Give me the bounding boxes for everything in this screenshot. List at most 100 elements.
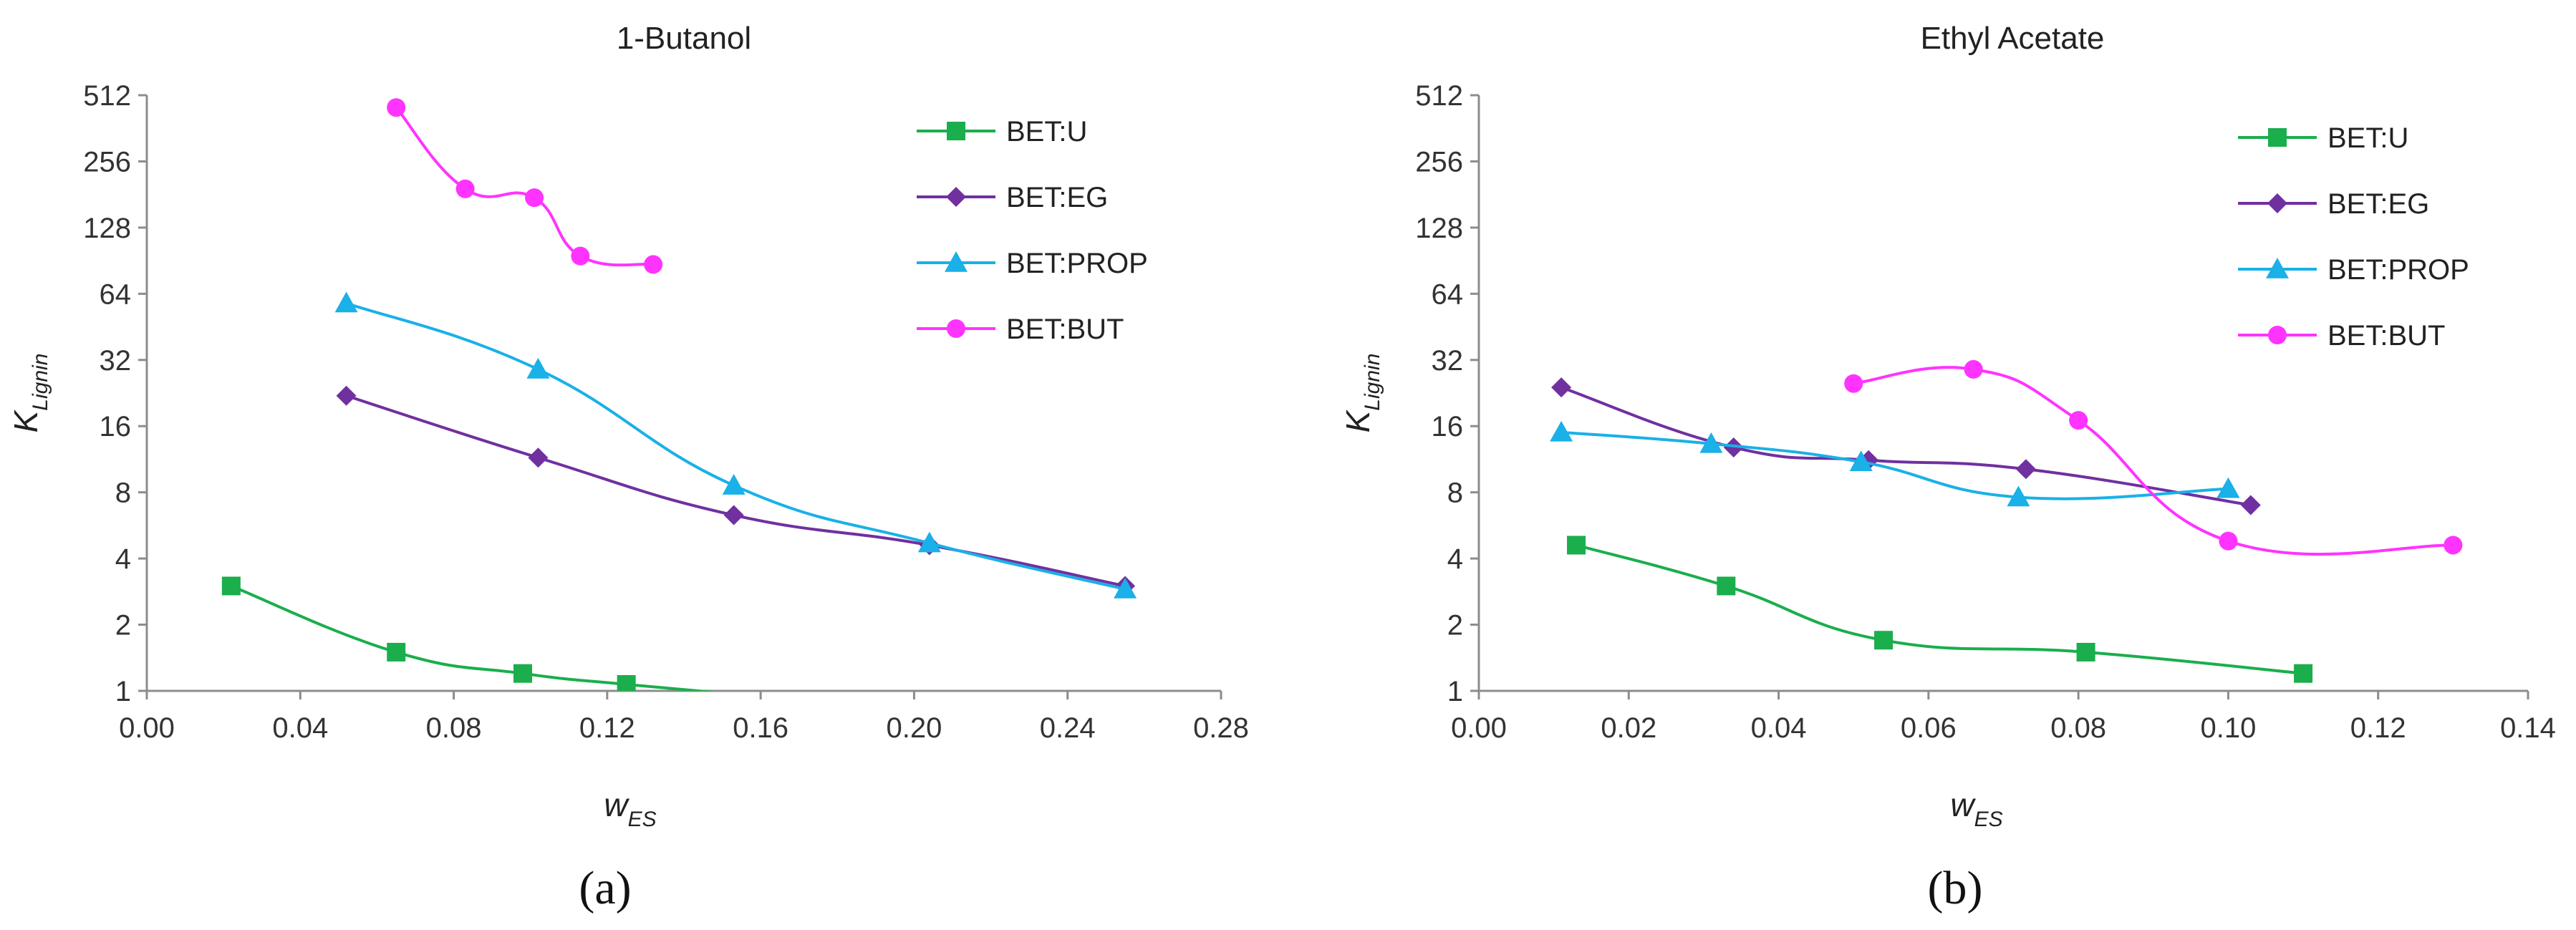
chart-panel-b: 1 2 4 8 16 32 64 128 256 512 0.00 0.02 0.04 0.06 0.08 0… <box>1339 21 2556 914</box>
data-point <box>722 474 746 495</box>
data-point <box>2294 664 2313 683</box>
legend-marker <box>2267 193 2287 213</box>
panel-label: (a) <box>579 862 631 914</box>
data-point <box>528 447 549 468</box>
plot-area <box>1550 359 2463 683</box>
y-tick-label: 4 <box>1447 543 1463 575</box>
data-point <box>2007 485 2030 507</box>
legend-item: BET:BUT <box>917 314 1124 345</box>
x-tick-label: 0.04 <box>272 712 328 744</box>
data-point <box>1114 578 1137 599</box>
chart-title: 1-Butanol <box>617 21 751 56</box>
y-tick-label: 8 <box>1447 478 1463 509</box>
legend-item: BET:U <box>2238 122 2408 154</box>
y-axis-label-main: K <box>1339 409 1376 432</box>
y-tick-label: 256 <box>83 146 131 178</box>
legend-marker <box>946 187 966 207</box>
data-point <box>1723 437 1744 457</box>
legend-marker <box>2266 258 2289 278</box>
data-point <box>2015 459 2036 480</box>
x-axis-label: wES <box>1950 786 2002 831</box>
x-tick-label: 0.20 <box>886 712 942 744</box>
x-tick-label: 0.16 <box>733 712 788 744</box>
x-tick-label: 0.14 <box>2500 712 2556 744</box>
legend-marker <box>947 319 965 338</box>
data-point <box>617 674 636 691</box>
chart-panel-a: 1 2 4 8 16 32 64 128 256 512 0.00 0.04 0.08 0.12 0.16 0… <box>7 21 1249 914</box>
data-point <box>455 179 475 198</box>
legend-marker <box>945 251 968 272</box>
data-point <box>1844 374 1863 393</box>
legend-item: BET:EG <box>2238 188 2429 220</box>
y-tick-label: 1 <box>1447 676 1463 707</box>
legend-label: BET:BUT <box>2327 320 2445 352</box>
data-point <box>1699 432 1723 453</box>
y-tick-label: 32 <box>1432 345 1464 377</box>
y-axis-label: KLignin <box>1339 354 1384 433</box>
series-line-bet-u <box>1576 543 2304 675</box>
legend-item: BET:BUT <box>2238 320 2445 352</box>
x-axis-label-main: w <box>604 786 629 823</box>
y-tick-label: 128 <box>1415 213 1463 244</box>
x-axis-label: wES <box>604 786 656 831</box>
data-point <box>1964 359 1983 379</box>
data-point <box>917 531 941 553</box>
panel-label: (b) <box>1928 862 1983 914</box>
legend-label: BET:BUT <box>1006 314 1124 345</box>
y-tick-label: 4 <box>115 543 131 575</box>
series-line-bet-prop <box>1560 430 2229 500</box>
y-tick-label: 16 <box>100 411 132 442</box>
legend-item: BET:PROP <box>917 248 1148 279</box>
y-axis-label: KLignin <box>7 354 52 433</box>
data-point <box>644 255 663 274</box>
legend-label: BET:U <box>2327 122 2408 154</box>
data-point <box>2444 536 2463 555</box>
y-tick-label: 2 <box>115 610 131 641</box>
y-tick-label: 16 <box>1432 411 1464 442</box>
x-axis-label-sub: ES <box>628 808 657 831</box>
x-axis-label-sub: ES <box>1974 808 2003 831</box>
y-tick-label: 256 <box>1415 146 1463 178</box>
data-point <box>513 664 532 683</box>
data-point <box>2240 495 2261 515</box>
data-point <box>221 576 241 596</box>
legend-marker <box>947 122 965 140</box>
data-point <box>1567 536 1586 555</box>
legend-marker <box>2268 326 2287 344</box>
y-tick-label: 512 <box>83 80 131 112</box>
y-tick-label: 8 <box>115 478 131 509</box>
data-point <box>2076 642 2095 662</box>
data-point <box>1550 420 1573 442</box>
y-tick-label: 64 <box>1432 278 1464 310</box>
legend-label: BET:PROP <box>2327 254 2469 286</box>
y-tick-label: 128 <box>83 213 131 244</box>
legend-item: BET:EG <box>917 182 1108 213</box>
legend-label: BET:PROP <box>1006 248 1148 279</box>
legend-label: BET:U <box>1006 116 1087 147</box>
data-point <box>387 642 406 662</box>
x-tick-label: 0.08 <box>426 712 482 744</box>
series-line-bet-but <box>1853 366 2454 556</box>
x-tick-label: 0.00 <box>119 712 175 744</box>
x-tick-label: 0.12 <box>2350 712 2406 744</box>
x-tick-label: 0.08 <box>2050 712 2106 744</box>
x-tick-label: 0.04 <box>1751 712 1807 744</box>
y-tick-label: 2 <box>1447 610 1463 641</box>
data-point <box>1849 450 1873 471</box>
x-tick-label: 0.02 <box>1601 712 1656 744</box>
x-tick-label: 0.12 <box>579 712 635 744</box>
data-point <box>1874 631 1894 650</box>
y-axis-label-main: K <box>7 409 44 432</box>
y-tick-label: 64 <box>100 278 132 310</box>
series-line-bet-prop <box>345 301 1126 591</box>
legend-label: BET:EG <box>1006 182 1108 213</box>
data-point <box>1551 377 1572 398</box>
series-line-bet-u <box>231 584 714 691</box>
plot-area <box>221 98 1137 691</box>
series-line-bet-but <box>395 106 654 267</box>
x-tick-label: 0.24 <box>1040 712 1096 744</box>
y-tick-label: 32 <box>100 345 132 377</box>
x-tick-label: 0.10 <box>2200 712 2256 744</box>
